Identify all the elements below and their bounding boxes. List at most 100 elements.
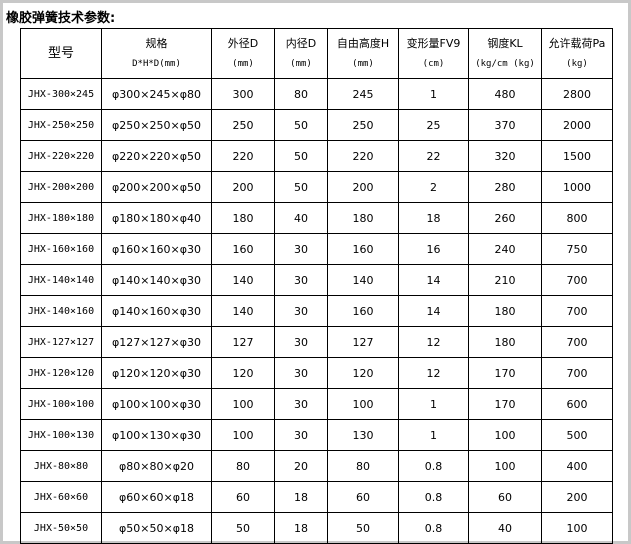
table-cell: 1000	[541, 171, 613, 203]
table-cell: 1	[398, 388, 469, 420]
header-label: 型号	[47, 45, 74, 61]
table-cell: φ100×130×φ30	[101, 419, 212, 451]
table-cell: 14	[398, 264, 469, 296]
table-cell: 170	[468, 388, 542, 420]
table-cell: 0.8	[398, 450, 469, 482]
table-cell: 50	[274, 109, 328, 141]
table-cell: JHX-140×160	[20, 295, 102, 327]
table-cell: 12	[398, 357, 469, 389]
table-cell: 250	[327, 109, 399, 141]
table-cell: 100	[541, 512, 613, 544]
table-cell: 40	[468, 512, 542, 544]
spec-table: 型号 规格 D*H*D(mm) 外径D (mm) 内径D (mm) 自由高度H (mm) 变形量F…	[20, 28, 613, 544]
table-cell: 160	[327, 233, 399, 265]
table-cell: φ140×140×φ30	[101, 264, 212, 296]
table-cell: 18	[398, 202, 469, 234]
table-cell: 30	[274, 295, 328, 327]
table-cell: 50	[211, 512, 275, 544]
table-cell: φ60×60×φ18	[101, 481, 212, 513]
header-unit: (mm)	[352, 58, 374, 69]
table-cell: JHX-180×180	[20, 202, 102, 234]
column-header: 规格 D*H*D(mm)	[101, 28, 212, 79]
table-cell: 700	[541, 326, 613, 358]
table-cell: JHX-127×127	[20, 326, 102, 358]
table-cell: 80	[274, 78, 328, 110]
header-label: 规格	[145, 36, 168, 50]
header-label: 变形量FV9	[406, 36, 461, 50]
table-cell: 1	[398, 78, 469, 110]
table-cell: JHX-300×245	[20, 78, 102, 110]
table-cell: JHX-120×120	[20, 357, 102, 389]
table-cell: 130	[327, 419, 399, 451]
table-cell: φ127×127×φ30	[101, 326, 212, 358]
table-cell: φ300×245×φ80	[101, 78, 212, 110]
table-cell: 2000	[541, 109, 613, 141]
table-row: JHX-80×80 φ80×80×φ20 80 20 80 0.8 100 400	[20, 450, 613, 482]
table-cell: 80	[211, 450, 275, 482]
table-cell: 50	[327, 512, 399, 544]
table-cell: 280	[468, 171, 542, 203]
table-cell: 160	[327, 295, 399, 327]
table-cell: 30	[274, 388, 328, 420]
table-cell: 14	[398, 295, 469, 327]
table-cell: 30	[274, 419, 328, 451]
header-unit: (mm)	[290, 58, 312, 69]
table-cell: JHX-220×220	[20, 140, 102, 172]
header-label: 钢度KL	[487, 36, 523, 50]
table-cell: 120	[211, 357, 275, 389]
page-title: 橡胶弹簧技术参数:	[6, 11, 116, 26]
column-header: 内径D (mm)	[274, 28, 328, 79]
table-cell: 20	[274, 450, 328, 482]
table-row: JHX-140×160 φ140×160×φ30 140 30 160 14 180 700	[20, 295, 613, 327]
table-row: JHX-160×160 φ160×160×φ30 160 30 160 16 240 750	[20, 233, 613, 265]
table-cell: 750	[541, 233, 613, 265]
table-cell: φ220×220×φ50	[101, 140, 212, 172]
table-cell: φ120×120×φ30	[101, 357, 212, 389]
header-unit: D*H*D(mm)	[132, 58, 181, 69]
table-cell: 250	[211, 109, 275, 141]
table-cell: 12	[398, 326, 469, 358]
table-row: JHX-100×100 φ100×100×φ30 100 30 100 1 170 600	[20, 388, 613, 420]
table-cell: 700	[541, 264, 613, 296]
header-label: 自由高度H	[336, 36, 390, 50]
column-header: 自由高度H (mm)	[327, 28, 399, 79]
table-cell: 18	[274, 481, 328, 513]
table-row: JHX-60×60 φ60×60×φ18 60 18 60 0.8 60 200	[20, 481, 613, 513]
table-cell: 200	[327, 171, 399, 203]
table-cell: 30	[274, 357, 328, 389]
table-cell: φ250×250×φ50	[101, 109, 212, 141]
table-row: JHX-127×127 φ127×127×φ30 127 30 127 12 180 700	[20, 326, 613, 358]
table-cell: 50	[274, 140, 328, 172]
table-cell: 2800	[541, 78, 613, 110]
table-cell: JHX-100×130	[20, 419, 102, 451]
table-cell: 60	[327, 481, 399, 513]
table-cell: 100	[468, 419, 542, 451]
table-cell: 30	[274, 233, 328, 265]
table-cell: 480	[468, 78, 542, 110]
table-cell: JHX-60×60	[20, 481, 102, 513]
table-cell: JHX-100×100	[20, 388, 102, 420]
table-cell: 200	[211, 171, 275, 203]
table-cell: 2	[398, 171, 469, 203]
table-cell: φ50×50×φ18	[101, 512, 212, 544]
table-cell: 245	[327, 78, 399, 110]
table-cell: 60	[468, 481, 542, 513]
table-cell: 22	[398, 140, 469, 172]
table-cell: 160	[211, 233, 275, 265]
table-cell: JHX-160×160	[20, 233, 102, 265]
table-cell: 127	[211, 326, 275, 358]
table-cell: 240	[468, 233, 542, 265]
table-cell: 800	[541, 202, 613, 234]
table-cell: 210	[468, 264, 542, 296]
table-cell: 50	[274, 171, 328, 203]
table-cell: 100	[211, 419, 275, 451]
table-cell: 140	[327, 264, 399, 296]
table-row: JHX-300×245 φ300×245×φ80 300 80 245 1 480 2800	[20, 78, 613, 110]
table-cell: 300	[211, 78, 275, 110]
table-cell: 370	[468, 109, 542, 141]
table-cell: φ180×180×φ40	[101, 202, 212, 234]
column-header: 变形量FV9 (cm)	[398, 28, 469, 79]
column-header: 钢度KL (kg/cm (kg)	[468, 28, 542, 79]
table-cell: JHX-80×80	[20, 450, 102, 482]
column-header: 型号	[20, 28, 102, 79]
